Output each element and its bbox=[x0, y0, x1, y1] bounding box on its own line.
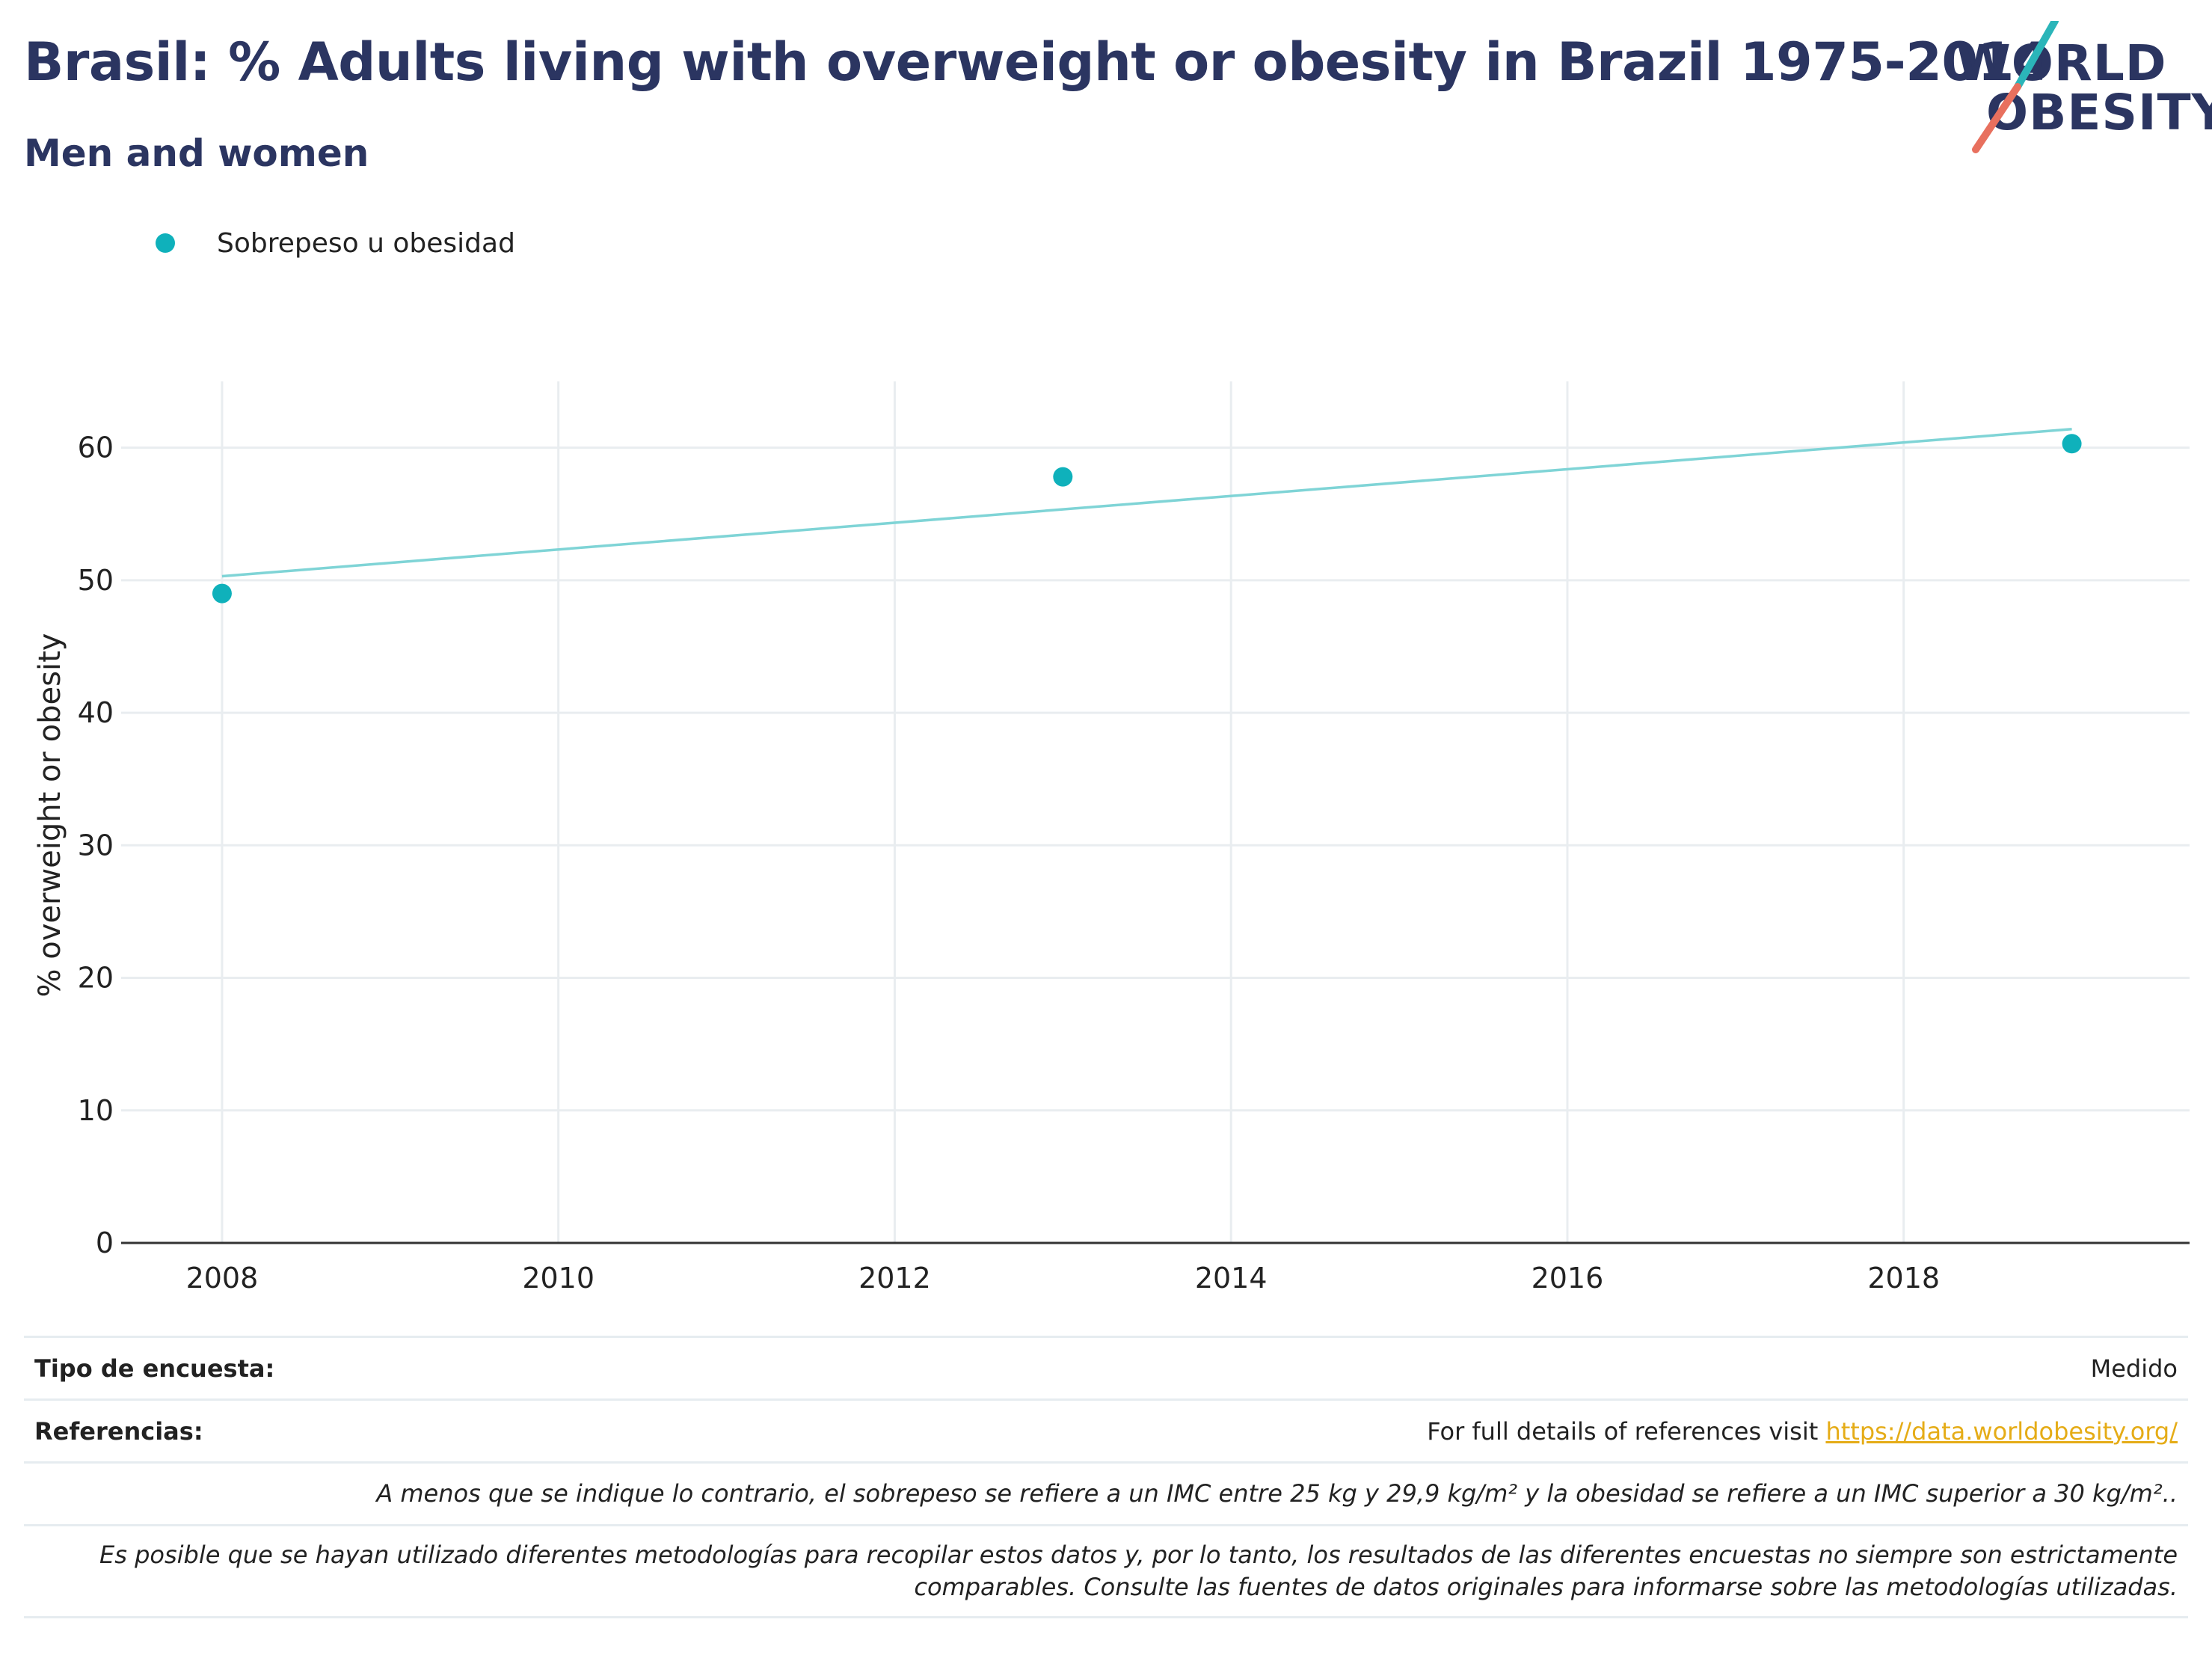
methodology-note-line1: Es posible que se hayan utilizado difere… bbox=[99, 1540, 2178, 1569]
trend-layer bbox=[221, 428, 2072, 578]
scatter-chart: 2008 2010 2012 2014 2016 2018 0 10 20 30 40 50 60 % … bbox=[33, 381, 2190, 1295]
bmi-note-row: A menos que se indique lo contrario, el … bbox=[24, 1461, 2188, 1524]
x-tick-label: 2014 bbox=[1195, 1262, 1268, 1295]
references-link[interactable]: https://data.worldobesity.org/ bbox=[1825, 1416, 2178, 1446]
survey-type-row: Tipo de encuesta: Medido bbox=[24, 1336, 2188, 1398]
grid-layer bbox=[121, 381, 2190, 1243]
point-layer bbox=[212, 434, 2082, 604]
chart-subtitle: Men and women bbox=[24, 132, 369, 175]
y-axis-title: % overweight or obesity bbox=[33, 633, 67, 998]
legend: Sobrepeso u obesidad bbox=[156, 224, 515, 262]
y-tick-label: 40 bbox=[78, 696, 114, 729]
x-tick-label: 2012 bbox=[858, 1262, 931, 1295]
legend-marker bbox=[156, 233, 175, 253]
info-table: Tipo de encuesta: Medido Referencias: Fo… bbox=[24, 1336, 2188, 1618]
references-label: Referencias: bbox=[34, 1416, 203, 1446]
y-tick-label: 20 bbox=[78, 962, 114, 995]
y-tick-label: 10 bbox=[78, 1094, 114, 1127]
x-tick-label: 2008 bbox=[186, 1262, 259, 1295]
axis-layer: 2008 2010 2012 2014 2016 2018 0 10 20 30 40 50 60 bbox=[78, 432, 2190, 1295]
references-text: For full details of references visit bbox=[1427, 1416, 1819, 1446]
bmi-note: A menos que se indique lo contrario, el … bbox=[376, 1479, 2178, 1508]
survey-type-label: Tipo de encuesta: bbox=[34, 1354, 275, 1383]
y-tick-label: 30 bbox=[78, 829, 114, 862]
data-point bbox=[1053, 467, 1073, 487]
survey-type-value: Medido bbox=[2090, 1354, 2178, 1383]
logo-slash-icon bbox=[1972, 21, 2059, 153]
x-tick-label: 2016 bbox=[1531, 1262, 1604, 1295]
logo-word-obesity: OBESITY bbox=[1986, 84, 2212, 141]
world-obesity-logo: WORLD OBESITY bbox=[1944, 21, 2212, 156]
x-tick-label: 2010 bbox=[522, 1262, 595, 1295]
methodology-note: Es posible que se hayan utilizado difere… bbox=[34, 1539, 2178, 1603]
data-point bbox=[2062, 434, 2082, 454]
y-tick-label: 0 bbox=[96, 1226, 114, 1259]
methodology-note-line2: comparables. Consulte las fuentes de dat… bbox=[914, 1573, 2178, 1601]
y-tick-label: 60 bbox=[78, 432, 114, 464]
legend-label: Sobrepeso u obesidad bbox=[217, 227, 515, 259]
references-row: Referencias: For full details of referen… bbox=[24, 1398, 2188, 1461]
methodology-note-row: Es posible que se hayan utilizado difere… bbox=[24, 1524, 2188, 1618]
references-value: For full details of references visit htt… bbox=[1427, 1417, 2178, 1446]
trend-line bbox=[221, 428, 2072, 578]
logo-word-world: WORLD bbox=[1956, 34, 2167, 92]
chart-title: Brasil: % Adults living with overweight … bbox=[24, 31, 2050, 93]
x-tick-label: 2018 bbox=[1867, 1262, 1940, 1295]
y-tick-label: 50 bbox=[78, 564, 114, 597]
data-point bbox=[212, 583, 232, 604]
